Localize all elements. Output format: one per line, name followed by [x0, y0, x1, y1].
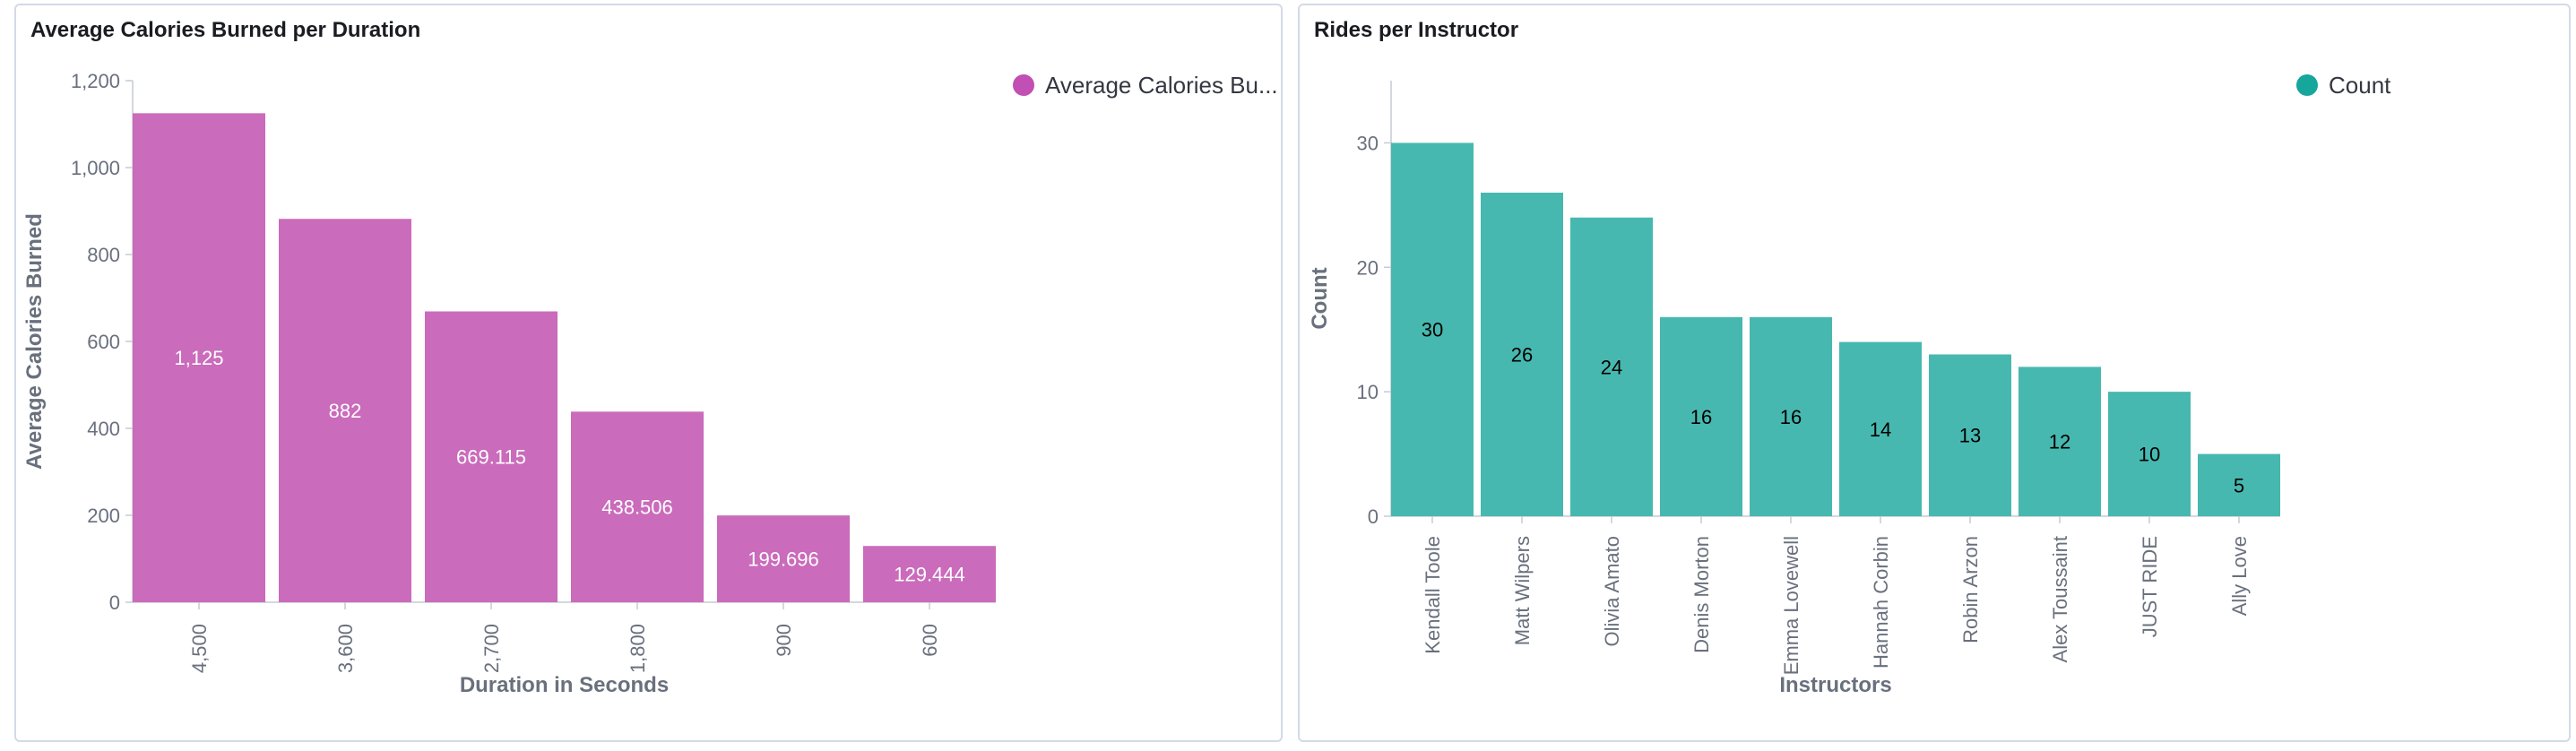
x-tick-label: Hannah Corbin	[1870, 536, 1892, 669]
y-axis-title: Average Calories Burned	[22, 213, 47, 470]
bar-value-label: 26	[1511, 343, 1533, 366]
x-tick-label: Matt Wilpers	[1511, 536, 1534, 645]
bar-value-label: 1,125	[174, 347, 223, 369]
y-axis-title: Count	[1308, 267, 1332, 329]
legend-swatch	[2296, 74, 2318, 96]
x-tick-label: 3,600	[334, 624, 357, 673]
bar-value-label: 10	[2139, 444, 2160, 466]
calories-bar-chart: 0 200 400 600 800 1,000 1,200 1,125 4,500 882 3,60…	[22, 70, 1278, 697]
panel-title: Average Calories Burned per Duration	[30, 18, 421, 42]
y-tick-label: 200	[87, 505, 120, 527]
y-tick-label: 1,200	[71, 70, 120, 92]
bar-value-label: 199.696	[748, 548, 819, 571]
y-tick-label: 0	[109, 591, 120, 614]
x-tick-label: Robin Arzon	[1959, 536, 1982, 643]
bar-value-label: 5	[2234, 474, 2244, 496]
bar-value-label: 13	[1959, 425, 1981, 447]
bar	[1839, 341, 1922, 516]
bar	[133, 113, 265, 602]
x-tick-label: Ally Love	[2228, 536, 2251, 616]
x-tick-label: Denis Morton	[1690, 536, 1713, 653]
bar	[1929, 354, 2011, 516]
instructors-panel: Rides per Instructor 0 10 20 30 30 Kendall To…	[1298, 4, 2571, 742]
bar-value-label: 16	[1690, 406, 1712, 428]
x-tick-label: Alex Toussaint	[2049, 536, 2071, 662]
y-tick-label: 1,000	[71, 157, 120, 179]
x-tick-label: 2,700	[480, 624, 503, 673]
x-tick-label: 600	[919, 624, 941, 657]
bar	[2108, 392, 2191, 516]
bar-value-label: 24	[1601, 356, 1622, 378]
bar	[2198, 453, 2280, 516]
bar-value-label: 129.444	[894, 564, 965, 586]
bar-value-label: 30	[1422, 319, 1443, 341]
calories-panel: Average Calories Burned per Duration 0 20…	[14, 4, 1283, 742]
y-tick-label: 0	[1368, 505, 1379, 528]
y-tick-label: 30	[1357, 132, 1379, 154]
bar-value-label: 669.115	[456, 446, 526, 469]
panel-title: Rides per Instructor	[1314, 18, 1519, 42]
legend-label: Count	[2329, 72, 2391, 99]
legend-label: Average Calories Bu...	[1045, 72, 1278, 99]
bar	[717, 515, 850, 602]
x-axis-title: Instructors	[1779, 673, 1891, 697]
bar	[1481, 192, 1563, 516]
instructors-bar-chart: 0 10 20 30 30 Kendall Toole 26 Matt Wilpers 24 Ol…	[1308, 72, 2391, 697]
legend-swatch	[1013, 74, 1034, 96]
bar	[1660, 316, 1742, 516]
bar	[2018, 367, 2101, 516]
bar-value-label: 14	[1870, 419, 1891, 441]
bar-value-label: 438.506	[601, 496, 673, 519]
x-tick-label: Kendall Toole	[1422, 536, 1444, 654]
x-tick-label: Olivia Amato	[1601, 536, 1623, 647]
bar-value-label: 12	[2049, 431, 2070, 453]
x-tick-label: Emma Lovewell	[1780, 536, 1802, 675]
x-tick-label: JUST RIDE	[2139, 536, 2161, 637]
bar	[571, 411, 704, 602]
x-tick-label: 900	[773, 624, 795, 657]
y-tick-label: 400	[87, 418, 120, 440]
y-tick-label: 600	[87, 331, 120, 353]
bar-value-label: 882	[329, 400, 362, 422]
y-tick-label: 800	[87, 244, 120, 266]
bar	[425, 311, 558, 602]
bar	[1750, 316, 1832, 516]
bar	[1391, 142, 1474, 516]
bar	[1570, 217, 1653, 516]
y-tick-label: 20	[1357, 256, 1379, 279]
bar-value-label: 16	[1780, 406, 1802, 428]
bar	[279, 219, 411, 603]
bar	[863, 546, 996, 602]
x-tick-label: 4,500	[188, 624, 211, 673]
x-tick-label: 1,800	[627, 624, 649, 673]
x-axis-title: Duration in Seconds	[460, 673, 669, 697]
y-tick-label: 10	[1357, 381, 1379, 403]
